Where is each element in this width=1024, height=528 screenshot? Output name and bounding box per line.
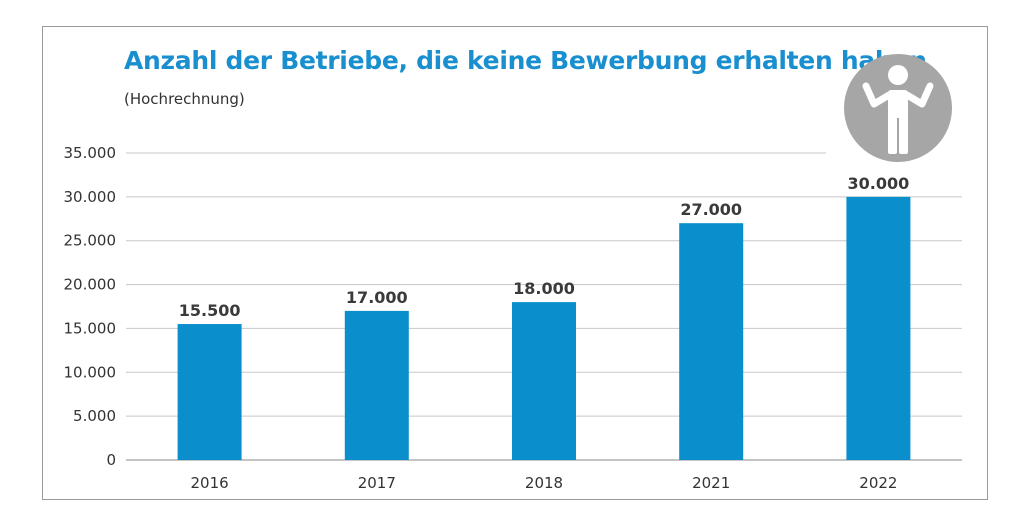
- bar-value-label: 27.000: [680, 200, 742, 219]
- y-tick-label: 10.000: [64, 363, 117, 381]
- x-tick-label: 2022: [859, 474, 897, 492]
- x-axis-ticks: 2016 2017 2018 2021 2022: [191, 474, 898, 492]
- x-tick-label: 2021: [692, 474, 730, 492]
- bars: [177, 196, 911, 460]
- bar-value-label: 15.500: [179, 301, 241, 320]
- x-tick-label: 2018: [525, 474, 563, 492]
- chart-title: Anzahl der Betriebe, die keine Bewerbung…: [124, 46, 927, 75]
- y-tick-label: 25.000: [64, 232, 117, 250]
- bar-2018: [512, 302, 576, 460]
- bar-value-labels: 15.500 17.000 18.000 27.000 30.000: [179, 174, 910, 320]
- y-tick-label: 35.000: [64, 144, 117, 162]
- chart-subtitle: (Hochrechnung): [124, 90, 245, 108]
- y-tick-label: 0: [106, 451, 116, 469]
- y-tick-label: 5.000: [73, 407, 116, 425]
- person-figure: [862, 65, 934, 154]
- bar-2021: [679, 223, 744, 460]
- bar-2022: [846, 196, 911, 460]
- bar-value-label: 17.000: [346, 288, 408, 307]
- bar-2016: [177, 324, 242, 460]
- shrugging-person-icon: [844, 54, 952, 162]
- x-tick-label: 2017: [358, 474, 396, 492]
- y-axis-ticks: 0 5.000 10.000 15.000 20.000 25.000 30.000 35.0…: [64, 144, 117, 469]
- y-tick-label: 30.000: [64, 188, 117, 206]
- bar-value-label: 18.000: [513, 279, 575, 298]
- y-tick-label: 15.000: [64, 319, 117, 337]
- y-tick-label: 20.000: [64, 276, 117, 294]
- bar-value-label: 30.000: [848, 174, 910, 193]
- x-tick-label: 2016: [191, 474, 229, 492]
- bar-2017: [344, 310, 409, 460]
